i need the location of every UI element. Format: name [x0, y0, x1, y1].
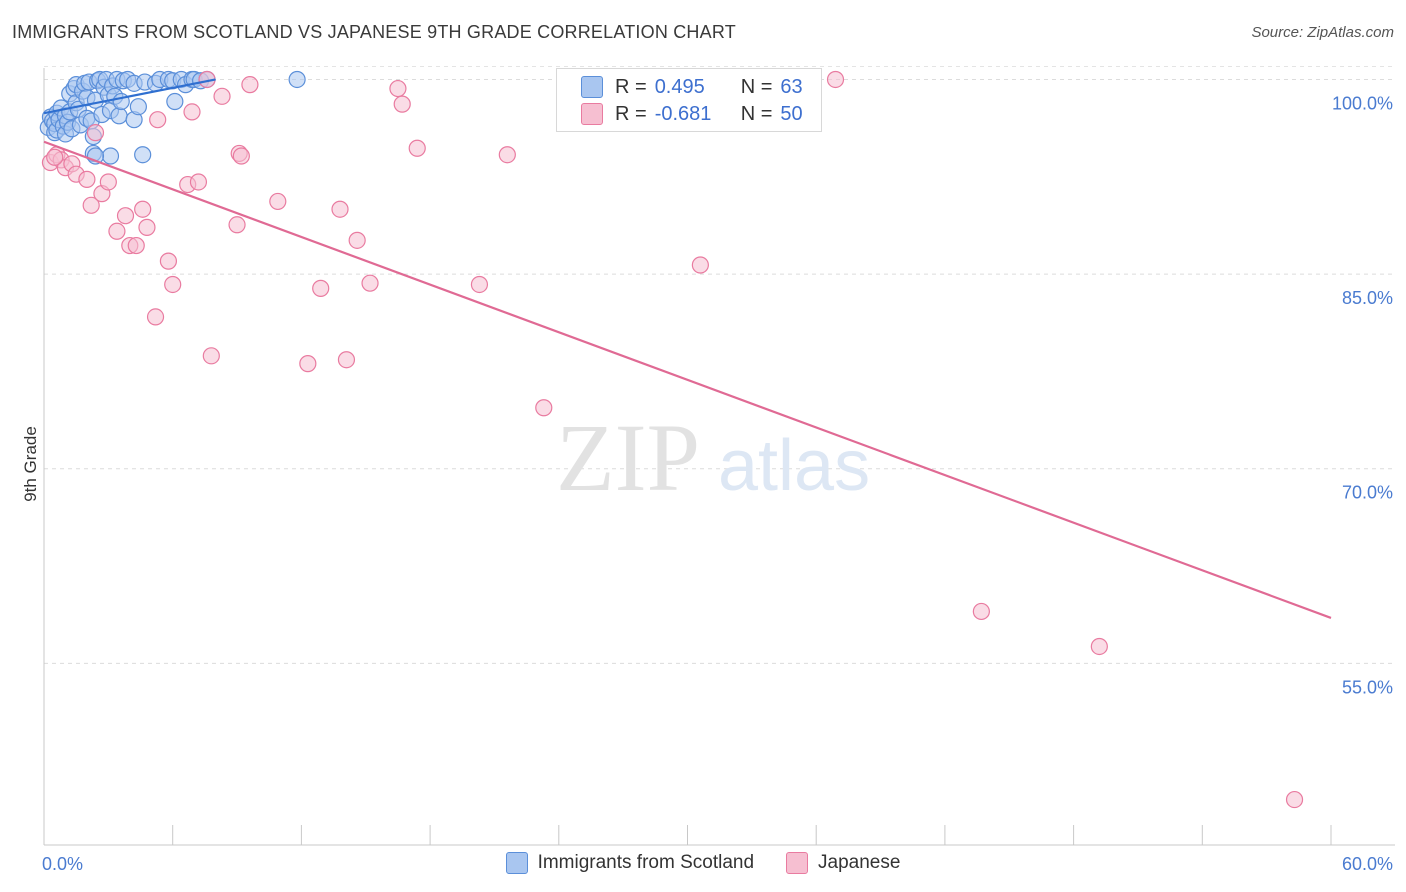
y-tick-label: 100.0% [1332, 93, 1393, 113]
japanese-point [299, 355, 317, 373]
x-tick-label: 0.0% [42, 854, 83, 874]
scotland-point [129, 98, 147, 116]
japanese-point [331, 200, 349, 218]
series-japanese-points [41, 70, 1304, 809]
japanese-point [826, 70, 845, 89]
japanese-point [78, 170, 96, 188]
watermark-zip: ZIP [556, 404, 700, 511]
scotland-point [101, 147, 120, 165]
legend-row-scotland: R = 0.495 N = 63 [581, 74, 803, 100]
japanese-point [389, 79, 407, 98]
japanese-point [241, 76, 259, 94]
japanese-point [99, 173, 117, 191]
legend-r-label: R = [615, 75, 647, 98]
japanese-point [232, 147, 250, 165]
japanese-point [86, 124, 105, 142]
japanese-point [691, 256, 709, 274]
legend-n-value-japanese: 50 [780, 102, 803, 125]
japanese-point [134, 200, 152, 218]
japanese-point [1090, 637, 1108, 656]
legend-item-scotland: Immigrants from Scotland [505, 852, 755, 874]
legend-n-label: N = [740, 75, 773, 98]
watermark: ZIP atlas [556, 404, 870, 511]
trend-line-japanese [43, 140, 1332, 619]
japanese-point [269, 192, 287, 211]
japanese-point [146, 308, 165, 326]
japanese-point [82, 196, 100, 214]
japanese-point [189, 173, 208, 191]
japanese-point [108, 222, 126, 240]
legend-r-label: R = [615, 102, 647, 125]
japanese-point [361, 274, 379, 292]
scotland-point [166, 92, 184, 111]
trend-lines [43, 78, 1332, 619]
scotland-point [288, 70, 306, 89]
axes [43, 68, 1395, 846]
japanese-point [312, 279, 330, 297]
legend-r-value-japanese: -0.681 [654, 102, 712, 125]
japanese-point [159, 252, 178, 270]
legend-n-value-scotland: 63 [780, 75, 803, 98]
tick-labels: 100.0% 85.0% 70.0% 55.0% 0.0% 60.0% [42, 93, 1393, 874]
legend-n-label: N = [740, 102, 773, 125]
legend-swatch-scotland [581, 76, 603, 98]
legend-swatch-scotland [505, 852, 528, 874]
watermark-atlas: atlas [718, 426, 870, 506]
japanese-point [972, 602, 990, 621]
japanese-point [213, 87, 231, 105]
japanese-point [164, 275, 182, 294]
japanese-point [408, 139, 426, 157]
correlation-legend: R = 0.495 N = 63 R = -0.681 N = 50 [556, 68, 822, 132]
legend-swatch-japanese [786, 852, 809, 874]
chart-title: IMMIGRANTS FROM SCOTLAND VS JAPANESE 9TH… [12, 22, 736, 42]
series-scotland-points [39, 70, 306, 165]
scotland-point [110, 107, 128, 125]
y-tick-label: 55.0% [1342, 677, 1393, 697]
japanese-point [183, 103, 201, 121]
series-legend: Immigrants from Scotland Japanese [0, 852, 1406, 874]
source-label: Source: ZipAtlas.com [1251, 24, 1394, 41]
legend-swatch-japanese [581, 103, 603, 125]
japanese-point [470, 275, 489, 294]
legend-label-japanese: Japanese [818, 852, 901, 873]
japanese-point [228, 216, 246, 234]
legend-row-japanese: R = -0.681 N = 50 [581, 101, 803, 127]
japanese-point [149, 111, 167, 129]
scotland-point [134, 146, 152, 164]
japanese-point [348, 231, 366, 249]
japanese-point [393, 95, 411, 113]
japanese-point [116, 207, 135, 225]
legend-r-value-scotland: 0.495 [654, 75, 705, 98]
legend-item-japanese: Japanese [786, 852, 900, 874]
trend-line-scotland [43, 78, 216, 115]
x-tick-label: 60.0% [1342, 854, 1393, 874]
japanese-point [46, 148, 64, 166]
japanese-point [498, 146, 516, 164]
japanese-point [1285, 790, 1304, 809]
legend-label-scotland: Immigrants from Scotland [537, 852, 755, 873]
y-tick-label: 85.0% [1342, 288, 1393, 308]
japanese-point [337, 351, 356, 369]
y-axis-label: 9th Grade [21, 426, 40, 502]
japanese-point [202, 347, 220, 365]
japanese-point [535, 399, 553, 417]
y-tick-label: 70.0% [1342, 483, 1393, 503]
japanese-point [138, 218, 156, 236]
japanese-point [127, 236, 145, 255]
